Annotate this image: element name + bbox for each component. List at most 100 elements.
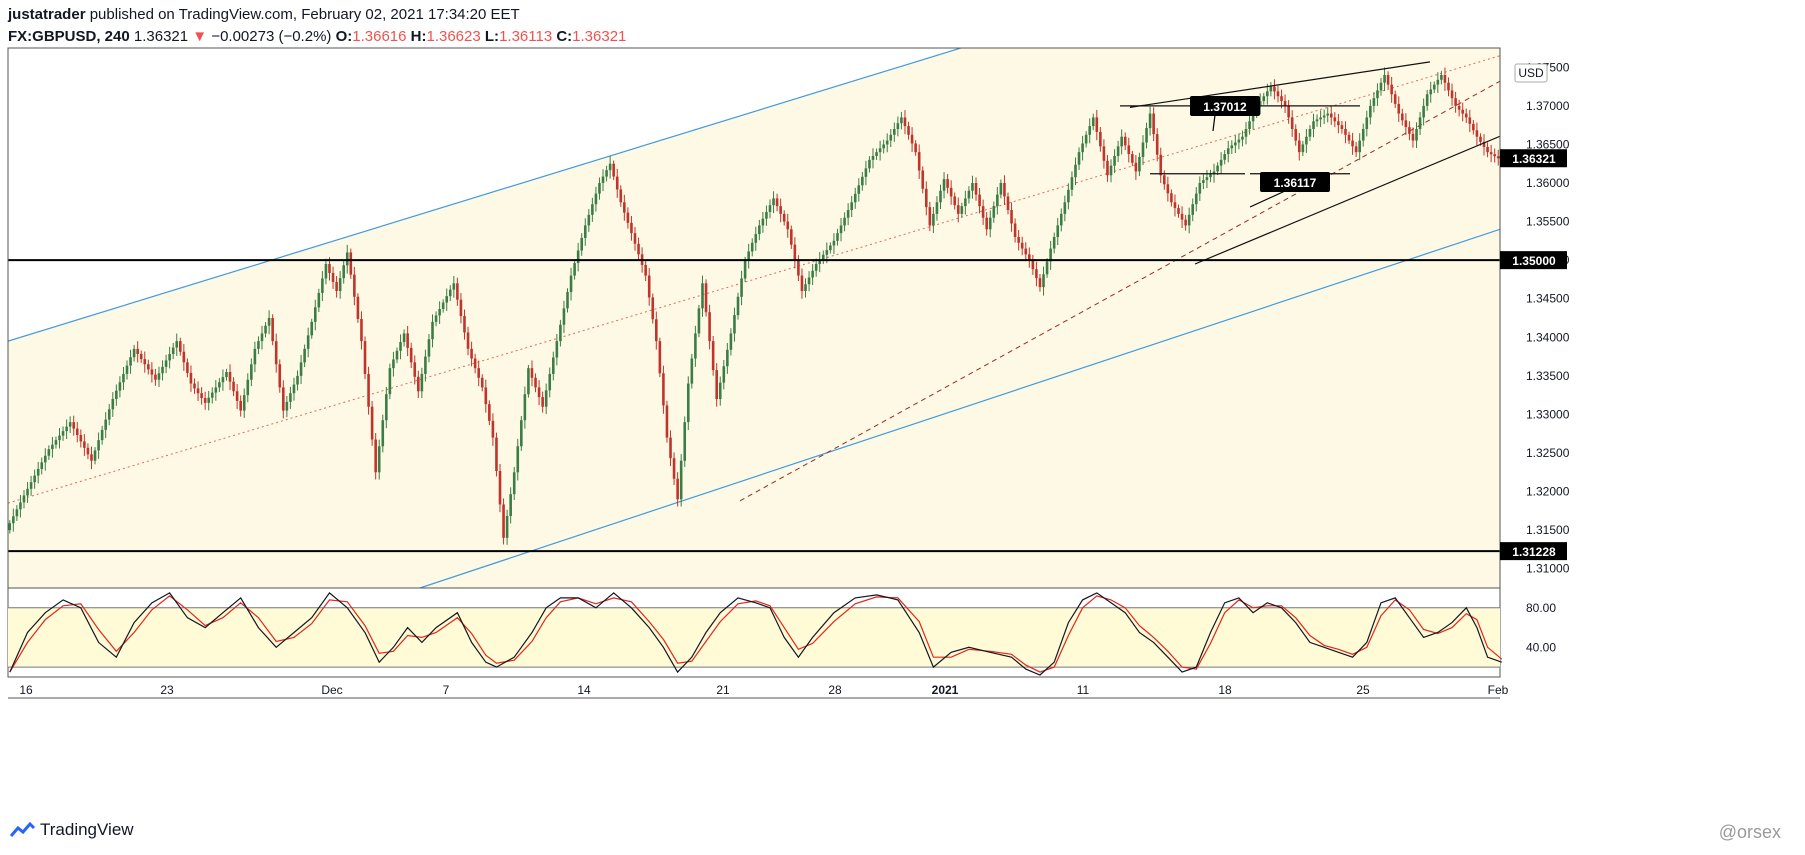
open-label: O:: [335, 28, 353, 45]
candle-body: [374, 439, 377, 473]
candle-body: [1003, 183, 1006, 197]
candle-body: [718, 382, 722, 399]
price-tick-label: 1.34000: [1526, 330, 1570, 344]
candle-body: [1361, 129, 1365, 141]
candle-body: [1202, 180, 1205, 183]
price-tick-label: 1.31000: [1526, 562, 1570, 576]
candle-body: [1340, 125, 1344, 129]
candle-body: [1258, 101, 1262, 106]
candle-body: [527, 368, 530, 395]
candle-body: [239, 400, 242, 411]
candle-body: [1365, 117, 1369, 129]
candle-body: [385, 394, 388, 421]
candle-body: [1262, 96, 1266, 102]
candle-body: [580, 237, 584, 251]
candle-body: [448, 289, 452, 297]
candle-body: [253, 348, 257, 365]
candle-body: [1241, 136, 1244, 140]
open-value: 1.36616: [352, 28, 407, 45]
candle-body: [427, 339, 431, 357]
price-tick-label: 1.31500: [1526, 523, 1570, 537]
candle-body: [1237, 139, 1241, 143]
candle-body: [441, 302, 445, 309]
candle-body: [40, 462, 44, 469]
candle-body: [33, 475, 36, 483]
candle-body: [321, 278, 324, 293]
candle-body: [1425, 94, 1429, 106]
candle-body: [15, 509, 19, 517]
time-tick-label: 7: [443, 683, 450, 697]
price-tick-label: 1.35500: [1526, 215, 1570, 229]
candle-body: [282, 387, 285, 411]
candle-body: [878, 148, 882, 153]
candle-body: [761, 218, 765, 226]
candle-body: [988, 217, 992, 230]
time-tick-label: 16: [19, 683, 33, 697]
candle-body: [1379, 82, 1383, 91]
candle-body: [317, 292, 321, 308]
candle-body: [498, 471, 502, 505]
candle-body: [413, 362, 417, 377]
candle-body: [1390, 84, 1393, 95]
candle-body: [882, 144, 885, 149]
candle-body: [1120, 136, 1123, 147]
candle-body: [999, 183, 1003, 195]
candle-body: [360, 318, 363, 342]
candle-body: [662, 373, 665, 406]
channel-fill: [8, 48, 1500, 588]
price-tick-label: 1.32500: [1526, 446, 1570, 460]
candle-body: [1155, 134, 1159, 155]
tradingview-logo[interactable]: TradingView: [8, 820, 134, 840]
candle-body: [1138, 156, 1141, 172]
candle-body: [1479, 136, 1482, 142]
candle-body: [122, 373, 125, 383]
low-value: 1.36113: [499, 28, 553, 45]
candle-body: [601, 176, 605, 183]
candle-body: [672, 458, 676, 479]
candle-body: [260, 333, 264, 342]
candle-body: [328, 264, 331, 273]
candle-body: [79, 435, 83, 442]
candle-body: [171, 347, 175, 354]
candle-body: [434, 315, 438, 322]
candle-body: [1429, 89, 1433, 95]
candle-body: [129, 357, 132, 366]
candle-body: [313, 307, 317, 322]
candle-body: [924, 188, 928, 208]
candle-body: [381, 420, 385, 447]
candle-body: [189, 372, 193, 384]
candle-body: [399, 342, 402, 351]
price-tick-label: 1.33500: [1526, 369, 1570, 383]
candle-body: [534, 377, 537, 388]
candle-body: [591, 204, 594, 215]
stoch-d-line: [9, 595, 1503, 673]
candle-body: [1035, 269, 1038, 279]
time-tick-label: 23: [160, 683, 174, 697]
high-label: H:: [410, 28, 427, 45]
candle-body: [608, 163, 612, 171]
price-tick-label: 1.32000: [1526, 485, 1570, 499]
candle-body: [466, 332, 470, 349]
candle-body: [782, 213, 786, 222]
candle-body: [1422, 105, 1425, 118]
candle-body: [1315, 119, 1319, 122]
candle-body: [939, 190, 942, 203]
level-price-tag: [1500, 542, 1567, 561]
price-tick-label: 1.33000: [1526, 407, 1570, 421]
candle-body: [1234, 142, 1237, 146]
candle-body: [800, 275, 804, 291]
candle-body: [257, 341, 260, 349]
candle-body: [107, 409, 111, 420]
candle-body: [765, 211, 768, 219]
channel-upper-line: [8, 48, 963, 342]
candle-body: [417, 376, 420, 392]
candle-body: [821, 254, 825, 260]
candle-body: [1397, 103, 1401, 114]
candle-body: [299, 362, 303, 376]
candle-body: [587, 214, 591, 226]
candle-body: [235, 391, 239, 401]
time-tick-label: 18: [1218, 683, 1232, 697]
candle-body: [228, 372, 232, 382]
candle-body: [857, 185, 861, 194]
